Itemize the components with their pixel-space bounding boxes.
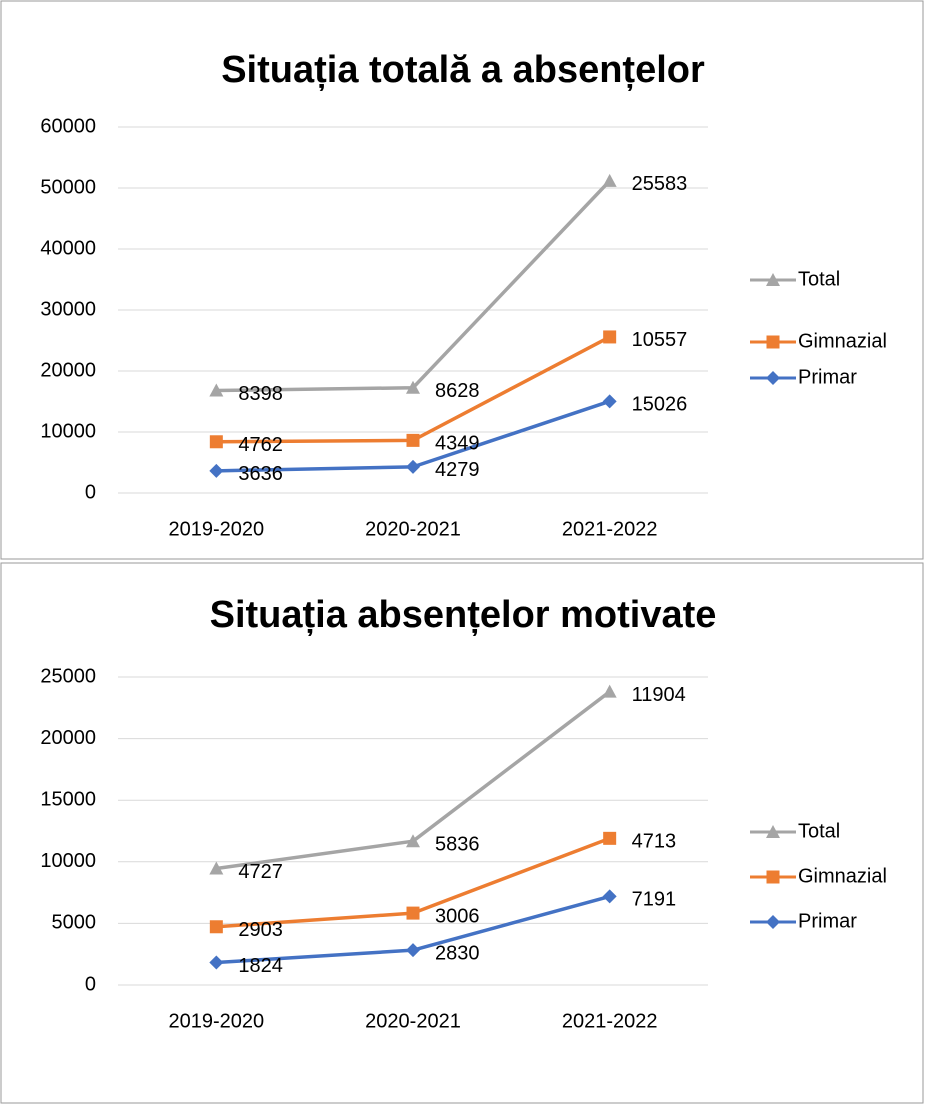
data-label: 4713	[632, 831, 677, 853]
data-label: 15026	[632, 394, 688, 416]
x-tick-label: 2020-2021	[365, 1010, 461, 1032]
y-tick-label: 20000	[40, 727, 96, 749]
legend-marker	[766, 273, 780, 286]
legend-label: Gimnazial	[798, 865, 887, 887]
legend-marker	[766, 371, 780, 385]
y-tick-label: 0	[85, 973, 96, 995]
chart: Situația absențelor motivate 0 5000 10000 15…	[40, 594, 887, 1032]
y-tick-label: 60000	[40, 115, 96, 137]
data-label: 4762	[238, 434, 282, 456]
legend-label: Gimnazial	[798, 330, 887, 352]
x-tick-label: 2019-2020	[169, 1010, 265, 1032]
y-tick-label: 20000	[40, 359, 96, 381]
marker	[209, 955, 224, 970]
marker	[602, 889, 617, 904]
marker	[209, 920, 223, 934]
x-tick-label: 2021-2022	[562, 518, 658, 540]
y-tick-label: 40000	[40, 237, 96, 259]
y-tick-label: 50000	[40, 176, 96, 198]
data-label: 8398	[238, 383, 282, 405]
marker	[603, 330, 617, 344]
data-label: 11904	[632, 684, 686, 706]
legend-label: Total	[798, 820, 840, 842]
marker	[406, 433, 420, 447]
data-label: 25583	[632, 173, 688, 195]
y-tick-label: 15000	[40, 788, 96, 810]
y-tick-label: 10000	[40, 850, 96, 872]
legend-label: Primar	[798, 366, 857, 388]
chart-title: Situația absențelor motivate	[210, 594, 717, 636]
marker	[406, 943, 420, 958]
data-label: 4349	[435, 433, 480, 455]
legend-marker	[766, 915, 780, 929]
y-tick-label: 10000	[40, 420, 96, 442]
x-tick-label: 2019-2020	[169, 518, 265, 540]
data-label: 2903	[238, 919, 282, 941]
data-label: 8628	[435, 380, 480, 402]
y-tick-label: 0	[85, 481, 96, 503]
legend-label: Primar	[798, 910, 857, 932]
data-label: 3636	[238, 463, 282, 485]
marker	[603, 831, 617, 845]
marker	[406, 459, 420, 474]
marker	[209, 463, 224, 478]
data-label: 7191	[632, 889, 677, 911]
y-tick-label: 25000	[40, 665, 96, 687]
marker	[602, 394, 617, 409]
x-tick-label: 2021-2022	[562, 1010, 658, 1032]
data-label: 5836	[435, 833, 480, 855]
x-tick-label: 2020-2021	[365, 518, 461, 540]
data-label: 4279	[435, 459, 480, 481]
marker	[602, 173, 617, 187]
data-label: 4727	[238, 861, 282, 883]
chart: Situația totală a absențelor 0 10000 20000 3…	[40, 49, 887, 540]
legend-marker	[766, 335, 780, 349]
data-label: 3006	[435, 905, 480, 927]
marker	[602, 684, 617, 698]
data-label: 10557	[632, 329, 688, 351]
legend-label: Total	[798, 268, 840, 290]
legend-marker	[766, 825, 780, 838]
data-label: 2830	[435, 942, 480, 964]
marker	[406, 380, 420, 394]
marker	[406, 834, 420, 848]
marker	[209, 435, 223, 449]
legend-marker	[766, 870, 780, 884]
y-tick-label: 5000	[52, 912, 97, 934]
marker	[209, 383, 224, 397]
chart-title: Situația totală a absențelor	[221, 49, 705, 91]
data-label: 1824	[238, 955, 282, 977]
y-tick-label: 30000	[40, 298, 96, 320]
marker	[406, 906, 420, 920]
marker	[209, 861, 224, 875]
